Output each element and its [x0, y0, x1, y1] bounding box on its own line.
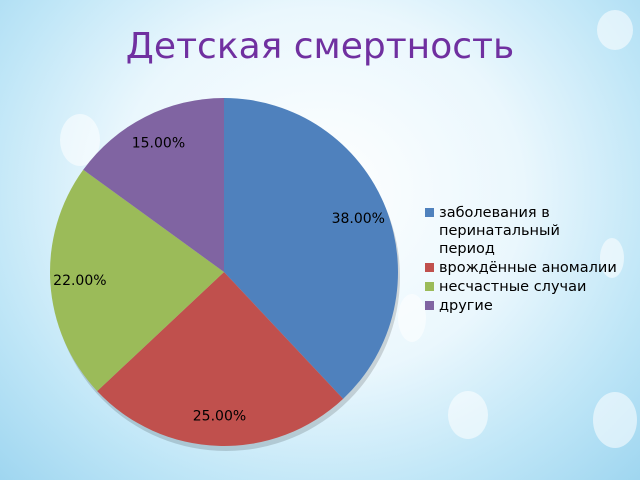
legend-swatch — [425, 301, 434, 310]
pie — [49, 98, 400, 451]
data-label: 22.00% — [53, 273, 106, 289]
pie-slice — [83, 98, 224, 272]
bokeh-dot — [60, 114, 100, 166]
data-label: 38.00% — [332, 211, 385, 227]
legend-swatch — [425, 263, 434, 272]
legend-item: другие — [425, 297, 620, 315]
bokeh-dot — [593, 392, 637, 448]
bokeh — [60, 10, 637, 448]
pie-slice — [97, 272, 344, 446]
pie-slice — [224, 98, 398, 399]
pie-slice — [49, 169, 224, 392]
legend-label: другие — [439, 298, 493, 314]
bokeh-dot — [398, 294, 426, 342]
legend-item: заболевания в перинатальный период — [425, 204, 620, 258]
bokeh-dot — [448, 391, 488, 439]
legend-label: несчастные случаи — [439, 279, 587, 295]
legend-item: несчастные случаи — [425, 278, 620, 296]
legend-swatch — [425, 208, 434, 217]
legend-label: врождённые аномалии — [439, 260, 617, 276]
data-label: 25.00% — [193, 408, 246, 424]
bokeh-dot — [600, 238, 624, 278]
legend: заболевания в перинатальный период врождё… — [425, 204, 620, 316]
bokeh-dot — [597, 10, 633, 50]
data-label: 15.00% — [132, 135, 185, 151]
chart-title: Детская смертность — [126, 26, 514, 67]
legend-swatch — [425, 282, 434, 291]
legend-item: врождённые аномалии — [425, 259, 620, 277]
legend-label: заболевания в перинатальный период — [439, 205, 560, 257]
